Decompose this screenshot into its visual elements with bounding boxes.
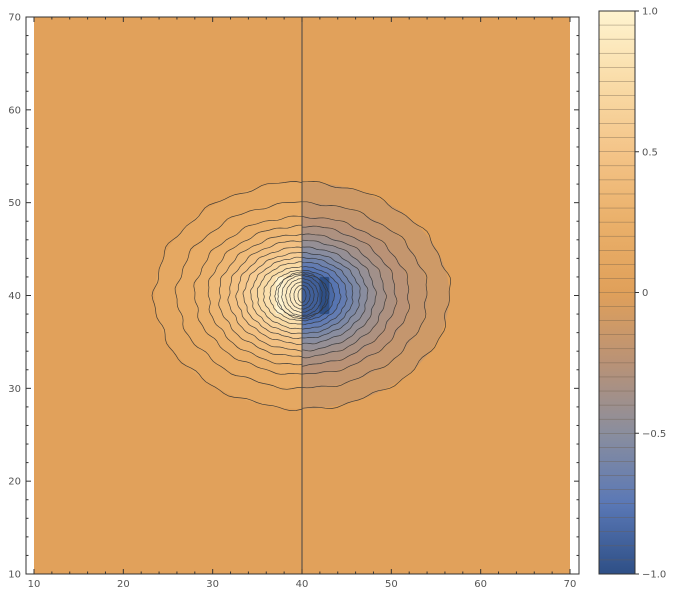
contour-line-negative (301, 233, 387, 359)
y-tick-label: 30 (8, 384, 21, 395)
x-tick-label: 10 (28, 579, 41, 590)
contour-line-negative (301, 181, 452, 409)
colorbar: 1.0 0.5 0 −0.5 −1.0 (598, 7, 666, 581)
colorbar-tick-label: 1.0 (642, 7, 658, 18)
contour-line-negative (301, 201, 428, 389)
colorbar-tick-label: −0.5 (642, 429, 666, 440)
colorbar-tick-label: 0.5 (642, 147, 658, 158)
contour-line-negative-inner (301, 281, 315, 310)
contour-line-positive (218, 233, 303, 357)
contour-line-positive-inner (297, 288, 303, 303)
contour-line-negative (301, 215, 410, 375)
contour-line-negative-inner (301, 288, 307, 303)
contour-line-positive (151, 181, 303, 411)
contour-line-negative-inner (301, 274, 323, 316)
x-tick-label: 70 (564, 579, 577, 590)
negative-pole (319, 276, 330, 315)
x-tick-label: 60 (474, 579, 487, 590)
y-tick-label: 60 (8, 105, 21, 116)
contour-line-negative (301, 225, 398, 367)
colorbar-tick-label: −1.0 (642, 570, 666, 581)
x-tick-label: 40 (296, 579, 309, 590)
contour-line-positive (174, 201, 303, 390)
contour-line-positive-inner (293, 284, 303, 307)
contour-line-positive (256, 261, 303, 330)
x-tick-label: 30 (206, 579, 219, 590)
y-tick-label: 20 (8, 477, 21, 488)
contour-layer (151, 181, 452, 411)
plot-area (25, 16, 580, 575)
colorbar-ticks: 1.0 0.5 0 −0.5 −1.0 (635, 7, 666, 581)
y-tick-label: 10 (8, 570, 21, 581)
colorbar-bands (599, 24, 635, 561)
contour-line-positive (235, 246, 303, 346)
contour-line-negative-inner (301, 271, 327, 319)
contour-line-positive-inner (285, 278, 303, 313)
contour-line-negative (301, 252, 361, 339)
contour-line-negative (301, 239, 377, 352)
contour-line-negative-inner (301, 284, 311, 307)
axes: 10 20 30 40 50 60 70 10 20 30 40 50 60 70 (8, 13, 579, 590)
y-tick-label: 70 (8, 13, 21, 24)
contour-line-positive (263, 266, 303, 325)
contour-line-negative (301, 261, 348, 330)
contour-line-positive (227, 240, 303, 352)
contour-line-negative (301, 246, 369, 345)
x-tick-label: 50 (385, 579, 398, 590)
contour-line-positive (193, 215, 303, 375)
contour-line-positive (207, 224, 303, 366)
contour-line-positive (269, 270, 303, 322)
y-tick-label: 50 (8, 198, 21, 209)
contour-line-negative (301, 269, 336, 322)
contour-line-negative (301, 256, 354, 334)
contour-line-positive-inner (281, 275, 303, 317)
contour-line-positive-inner (277, 271, 303, 319)
x-tick-label: 20 (117, 579, 130, 590)
y-tick-label: 40 (8, 291, 21, 302)
contour-line-positive (242, 252, 303, 340)
contour-line-positive-inner (289, 281, 303, 310)
contour-line-positive (250, 256, 303, 334)
colorbar-tick-label: 0 (642, 288, 648, 299)
contour-line-negative-inner (301, 278, 319, 313)
contour-line-negative (301, 266, 342, 326)
field-layer (154, 182, 450, 409)
